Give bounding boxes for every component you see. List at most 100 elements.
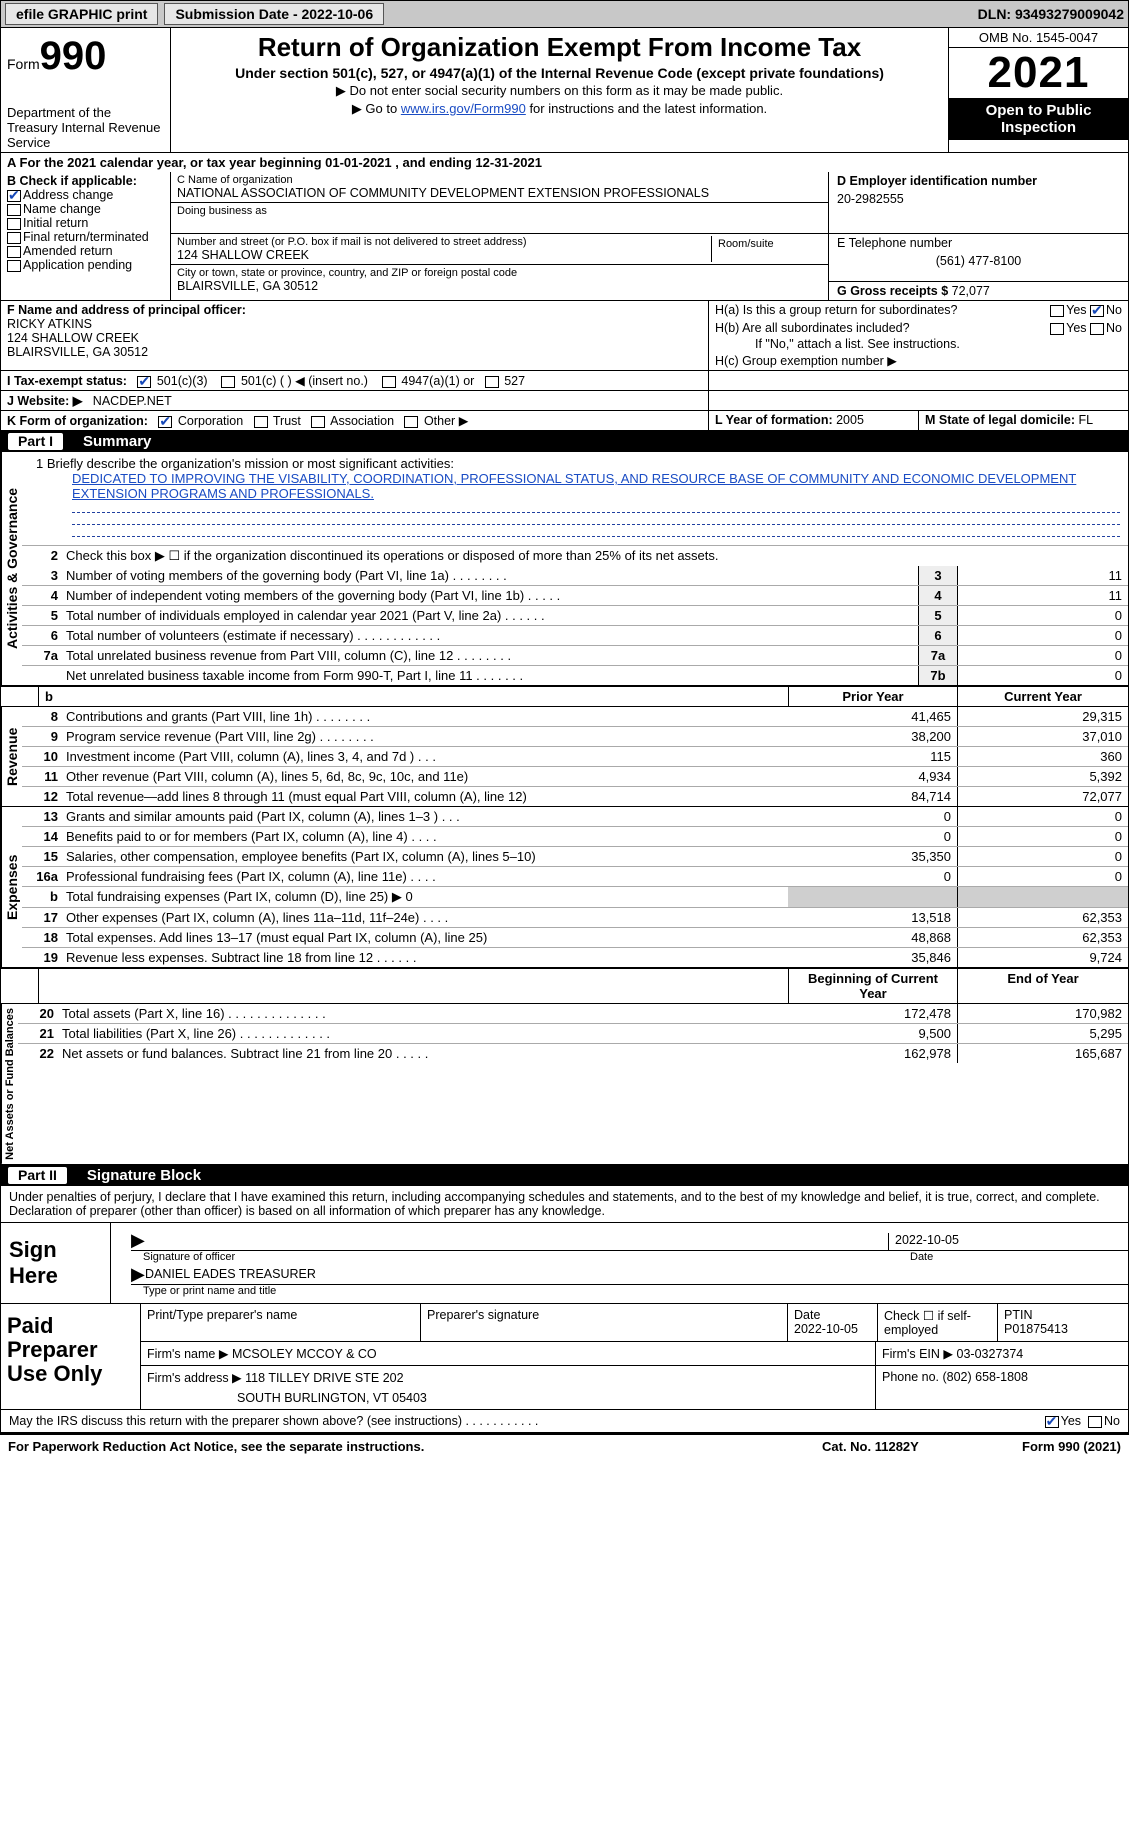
gov-row: 5Total number of individuals employed in… xyxy=(22,605,1128,625)
gross-value: 72,077 xyxy=(952,284,990,298)
table-row: 19Revenue less expenses. Subtract line 1… xyxy=(22,947,1128,967)
street: 124 SHALLOW CREEK xyxy=(177,248,711,262)
vlabel-governance: Activities & Governance xyxy=(1,452,22,685)
printed-cap: Type or print name and title xyxy=(121,1285,1128,1297)
omb-number: OMB No. 1545-0047 xyxy=(949,28,1128,48)
table-row: 22Net assets or fund balances. Subtract … xyxy=(18,1043,1128,1063)
phone-label: E Telephone number xyxy=(837,236,952,250)
row-i-tax-status: I Tax-exempt status: 501(c)(3) 501(c) ( … xyxy=(0,371,1129,391)
c-name-label: C Name of organization xyxy=(177,174,822,186)
line-2: Check this box ▶ ☐ if the organization d… xyxy=(66,546,1128,566)
chk-assoc[interactable] xyxy=(311,416,325,428)
state-domicile: FL xyxy=(1079,413,1094,427)
part-2-header: Part IISignature Block xyxy=(0,1165,1129,1186)
col-b-checkboxes: B Check if applicable: Address change Na… xyxy=(1,172,171,300)
gov-row: 6Total number of volunteers (estimate if… xyxy=(22,625,1128,645)
table-row: 10Investment income (Part VIII, column (… xyxy=(22,746,1128,766)
chk-app-pending[interactable] xyxy=(7,260,21,272)
form-header: Form990 Department of the Treasury Inter… xyxy=(0,28,1129,153)
chk-amended-return[interactable] xyxy=(7,246,21,258)
chk-other[interactable] xyxy=(404,416,418,428)
submission-date-button[interactable]: Submission Date - 2022-10-06 xyxy=(164,3,384,25)
chk-527[interactable] xyxy=(485,376,499,388)
chk-final-return[interactable] xyxy=(7,232,21,244)
vlabel-revenue: Revenue xyxy=(1,707,22,806)
irs-link[interactable]: www.irs.gov/Form990 xyxy=(401,101,526,116)
table-row: bTotal fundraising expenses (Part IX, co… xyxy=(22,886,1128,907)
table-row: 17Other expenses (Part IX, column (A), l… xyxy=(22,907,1128,927)
table-row: 14Benefits paid to or for members (Part … xyxy=(22,826,1128,846)
form-subtitle: Under section 501(c), 527, or 4947(a)(1)… xyxy=(177,65,942,81)
discuss-no[interactable] xyxy=(1088,1416,1102,1428)
table-row: 13Grants and similar amounts paid (Part … xyxy=(22,807,1128,826)
paid-prep-label: Paid Preparer Use Only xyxy=(1,1304,141,1409)
chk-initial-return[interactable] xyxy=(7,218,21,230)
ein-value: 20-2982555 xyxy=(837,192,1120,206)
room-label: Room/suite xyxy=(712,236,822,262)
row-k-l-m: K Form of organization: Corporation Trus… xyxy=(0,411,1129,431)
year-formation: 2005 xyxy=(836,413,864,427)
officer-name: RICKY ATKINS xyxy=(7,317,92,331)
ha-yes[interactable] xyxy=(1050,305,1064,317)
officer-addr1: 124 SHALLOW CREEK xyxy=(7,331,139,345)
table-row: 20Total assets (Part X, line 16) . . . .… xyxy=(18,1004,1128,1023)
street-label: Number and street (or P.O. box if mail i… xyxy=(177,236,711,248)
hdr-bcy: Beginning of Current Year xyxy=(788,969,958,1003)
vlabel-net-assets: Net Assets or Fund Balances xyxy=(1,1004,18,1164)
open-to-public: Open to Public Inspection xyxy=(949,98,1128,140)
phone-value: (561) 477-8100 xyxy=(837,254,1120,268)
chk-4947[interactable] xyxy=(382,376,396,388)
table-row: 8Contributions and grants (Part VIII, li… xyxy=(22,707,1128,726)
part-1-header: Part ISummary xyxy=(0,431,1129,452)
city: BLAIRSVILLE, GA 30512 xyxy=(177,279,822,293)
pra-notice: For Paperwork Reduction Act Notice, see … xyxy=(8,1439,822,1454)
vlabel-expenses: Expenses xyxy=(1,807,22,967)
hb-no[interactable] xyxy=(1090,323,1104,335)
chk-corp[interactable] xyxy=(158,416,172,428)
form-number: 990 xyxy=(40,34,107,78)
form-word: Form990 xyxy=(7,34,164,79)
hb-note: If "No," attach a list. See instructions… xyxy=(715,337,1122,351)
line-1-mission: 1 Briefly describe the organization's mi… xyxy=(22,452,1128,545)
discuss-row: May the IRS discuss this return with the… xyxy=(1,1409,1128,1432)
form-ref: Form 990 (2021) xyxy=(1022,1439,1121,1454)
firm-name: MCSOLEY MCCOY & CO xyxy=(232,1347,377,1361)
table-row: 16aProfessional fundraising fees (Part I… xyxy=(22,866,1128,886)
gov-row: 4Number of independent voting members of… xyxy=(22,585,1128,605)
dept-treasury: Department of the Treasury Internal Reve… xyxy=(7,105,164,150)
hb-yes[interactable] xyxy=(1050,323,1064,335)
chk-501c[interactable] xyxy=(221,376,235,388)
prep-selfemp: Check ☐ if self-employed xyxy=(878,1304,998,1341)
mission-text: DEDICATED TO IMPROVING THE VISABILITY, C… xyxy=(72,471,1076,501)
gov-row: 3Number of voting members of the governi… xyxy=(22,566,1128,585)
ha-label: H(a) Is this a group return for subordin… xyxy=(715,303,957,317)
gov-row: Net unrelated business taxable income fr… xyxy=(22,665,1128,685)
table-row: 11Other revenue (Part VIII, column (A), … xyxy=(22,766,1128,786)
prep-sig-hdr: Preparer's signature xyxy=(421,1304,788,1341)
sign-date: 2022-10-05 xyxy=(888,1233,1128,1250)
city-label: City or town, state or province, country… xyxy=(177,267,822,279)
firm-phone: (802) 658-1808 xyxy=(942,1370,1027,1384)
hdr-eoy: End of Year xyxy=(958,969,1128,1003)
sign-here-label: Sign Here xyxy=(1,1223,111,1303)
table-row: 18Total expenses. Add lines 13–17 (must … xyxy=(22,927,1128,947)
chk-address-change[interactable] xyxy=(7,190,21,202)
row-f-h: F Name and address of principal officer:… xyxy=(0,301,1129,371)
discuss-yes[interactable] xyxy=(1045,1416,1059,1428)
goto-note: ▶ Go to www.irs.gov/Form990 for instruct… xyxy=(177,101,942,117)
top-toolbar: efile GRAPHIC print Submission Date - 20… xyxy=(0,0,1129,28)
chk-name-change[interactable] xyxy=(7,204,21,216)
table-row: 12Total revenue—add lines 8 through 11 (… xyxy=(22,786,1128,806)
firm-addr2: SOUTH BURLINGTON, VT 05403 xyxy=(147,1391,869,1405)
efile-print-button[interactable]: efile GRAPHIC print xyxy=(5,3,158,25)
firm-addr1: 118 TILLEY DRIVE STE 202 xyxy=(245,1371,403,1385)
ha-no[interactable] xyxy=(1090,305,1104,317)
sig-date-cap: Date xyxy=(888,1251,1128,1263)
ein-label: D Employer identification number xyxy=(837,174,1037,188)
f-label: F Name and address of principal officer: xyxy=(7,303,246,317)
hb-label: H(b) Are all subordinates included? xyxy=(715,321,910,335)
hdr-prior-year: Prior Year xyxy=(788,687,958,706)
row-a-period: A For the 2021 calendar year, or tax yea… xyxy=(1,153,1128,172)
chk-501c3[interactable] xyxy=(137,376,151,388)
chk-trust[interactable] xyxy=(254,416,268,428)
